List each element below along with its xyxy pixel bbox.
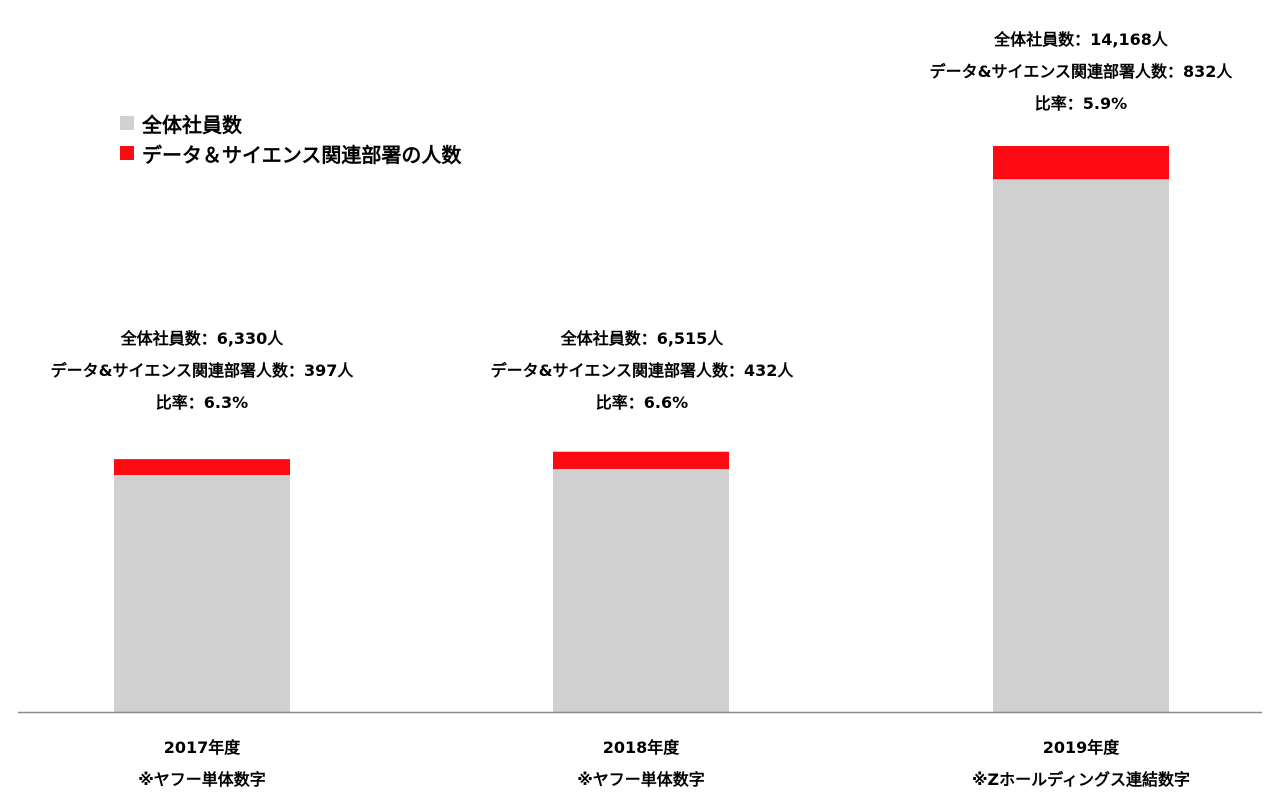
x-tick-note: ※ヤフー単体数字 xyxy=(138,770,266,789)
bar-segment-total xyxy=(553,468,729,712)
legend-swatch-red xyxy=(120,146,134,160)
x-tick-group: 2017年度 ※ヤフー単体数字 xyxy=(22,732,382,796)
bar-segment-total xyxy=(993,179,1169,712)
x-tick-group: 2019年度 ※Zホールディングス連結数字 xyxy=(901,732,1261,796)
x-tick-note: ※Zホールディングス連結数字 xyxy=(971,770,1191,789)
legend-swatch-gray xyxy=(120,116,134,130)
annotation-ratio: 比率：6.6% xyxy=(595,393,689,412)
annotation-department: データ&サイエンス関連部署人数：397人 xyxy=(50,361,354,380)
legend: 全体社員数 データ＆サイエンス関連部署の人数 xyxy=(120,108,461,168)
legend-item-data-science: データ＆サイエンス関連部署の人数 xyxy=(120,138,461,168)
annotation-ratio: 比率：6.3% xyxy=(155,393,249,412)
annotation-total: 全体社員数：6,330人 xyxy=(120,329,284,348)
annotation-total: 全体社員数：6,515人 xyxy=(560,329,724,348)
bar-segment-data-science xyxy=(993,146,1169,180)
x-tick-group: 2018年度 ※ヤフー単体数字 xyxy=(461,732,821,796)
x-tick-label: 2018年度 xyxy=(602,738,680,757)
x-tick-note: ※ヤフー単体数字 xyxy=(577,770,705,789)
bar-segment-total xyxy=(114,474,290,712)
annotation-department: データ&サイエンス関連部署人数：432人 xyxy=(490,361,794,380)
x-tick-label: 2017年度 xyxy=(163,738,241,757)
bar-annotation: 全体社員数：6,515人 データ&サイエンス関連部署人数：432人 比率：6.6… xyxy=(432,323,852,419)
legend-item-total-employees: 全体社員数 xyxy=(120,108,461,138)
x-tick-label: 2019年度 xyxy=(1042,738,1120,757)
legend-label: データ＆サイエンス関連部署の人数 xyxy=(142,142,462,167)
bar-segment-data-science xyxy=(553,451,729,469)
bar-annotation: 全体社員数：6,330人 データ&サイエンス関連部署人数：397人 比率：6.3… xyxy=(0,323,412,419)
legend-label: 全体社員数 xyxy=(142,112,242,137)
annotation-department: データ&サイエンス関連部署人数：832人 xyxy=(929,62,1233,81)
bar-segment-data-science xyxy=(114,459,290,475)
bar-annotation: 全体社員数：14,168人 データ&サイエンス関連部署人数：832人 比率：5.… xyxy=(871,24,1280,120)
annotation-ratio: 比率：5.9% xyxy=(1034,94,1128,113)
annotation-total: 全体社員数：14,168人 xyxy=(994,30,1168,49)
